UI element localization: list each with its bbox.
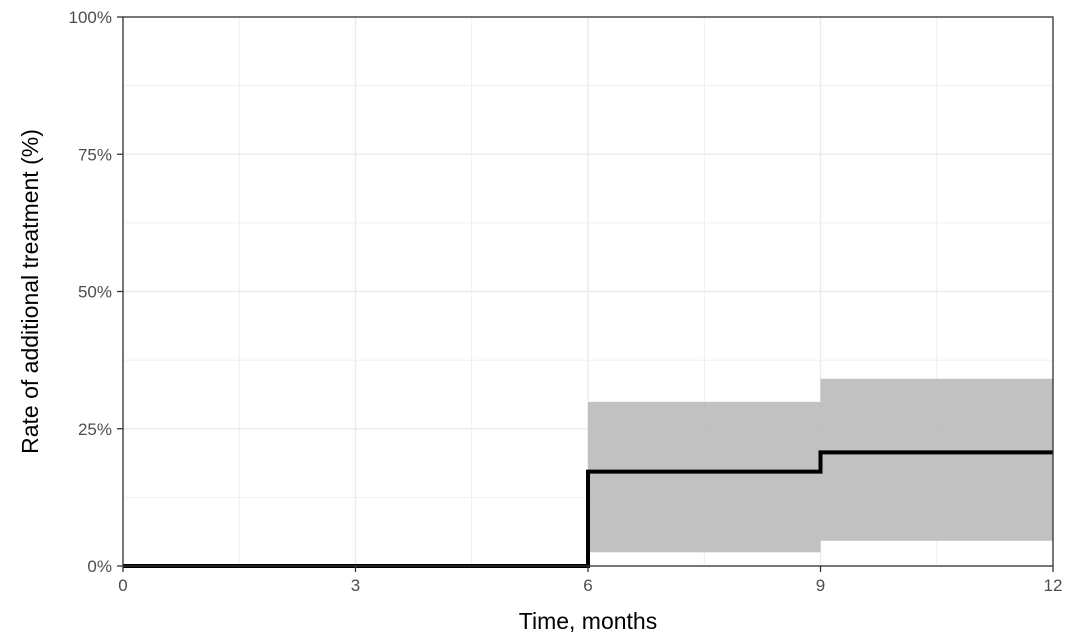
y-tick-label: 0% (87, 557, 112, 576)
x-tick-label: 0 (118, 576, 127, 595)
y-tick-label: 100% (69, 8, 112, 27)
y-tick-label: 75% (78, 145, 112, 164)
y-axis-title: Rate of additional treatment (%) (17, 129, 43, 454)
x-axis-title: Time, months (519, 608, 657, 634)
confidence-bands (588, 378, 1053, 553)
confidence-band (820, 378, 1053, 541)
confidence-band (588, 401, 821, 553)
y-tick-label: 50% (78, 283, 112, 302)
x-tick-label: 3 (351, 576, 360, 595)
x-tick-label: 6 (583, 576, 592, 595)
y-tick-label: 25% (78, 420, 112, 439)
y-axis-ticks: 0% 25% 50% 75% 100% (69, 8, 123, 576)
x-tick-label: 9 (816, 576, 825, 595)
x-tick-label: 12 (1044, 576, 1063, 595)
x-axis-ticks: 0 3 6 9 12 (118, 566, 1062, 595)
